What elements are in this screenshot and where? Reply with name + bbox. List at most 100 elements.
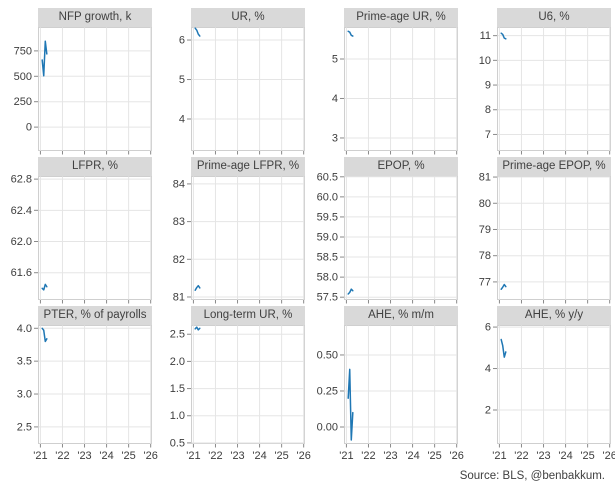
x-axis — [192, 300, 305, 304]
panel-title: EPOP, % — [344, 157, 458, 176]
x-tick-label: '23 — [536, 450, 550, 462]
chart-panel-prime-age-epop: Prime-age EPOP, % 77 78 79 80 81 — [460, 157, 613, 304]
data-line — [500, 283, 507, 290]
y-tick-label: 84 — [173, 178, 185, 190]
x-axis: '21 '22 '23 '24 '25 '26 — [186, 444, 311, 462]
y-axis: 2 4 6 — [485, 322, 497, 417]
y-tick-label: 60.0 — [317, 191, 338, 203]
x-axis — [345, 300, 458, 304]
y-tick-label: 4 — [332, 93, 338, 105]
y-tick-label: 8 — [485, 104, 491, 116]
y-axis: 0 250 500 750 — [14, 45, 38, 134]
y-tick-label: 1.5 — [170, 383, 185, 395]
y-tick-label: 82 — [173, 254, 185, 266]
y-tick-label: 0.25 — [317, 385, 338, 397]
chart-panel-ur: UR, % 4 5 6 — [154, 8, 307, 155]
data-line — [500, 338, 507, 358]
y-tick-label: 10 — [479, 55, 491, 67]
y-tick-label: 4 — [485, 363, 491, 375]
plot-area-border — [344, 27, 458, 151]
x-tick-label: '21 — [33, 450, 47, 462]
plot-area-border — [344, 176, 458, 300]
y-tick-label: 6 — [179, 35, 185, 47]
gridlines — [192, 325, 305, 444]
chart-panel-epop: EPOP, % 57.5 58.0 58.5 59.0 59.5 60.0 60.5 — [307, 157, 460, 304]
panel-plot: 77 78 79 80 81 — [479, 172, 611, 304]
y-tick-label: 5 — [332, 53, 338, 65]
y-tick-label: 2.5 — [170, 329, 185, 341]
plot-area-border — [191, 176, 305, 300]
x-axis — [192, 151, 305, 155]
panel-plot: 2.5 3.0 3.5 4.0 '21 '22 '23 '24 '25 '26 — [17, 323, 158, 462]
y-tick-label: 62.0 — [11, 236, 32, 248]
panel-plot: 2 4 6 '21 '22 '23 '24 '25 '26 — [485, 322, 615, 462]
y-tick-label: 9 — [485, 80, 491, 92]
x-tick-label: '21 — [186, 450, 200, 462]
y-tick-label: 80 — [479, 198, 491, 210]
x-tick-label: '25 — [121, 450, 135, 462]
x-tick-label: '21 — [339, 450, 353, 462]
x-tick-label: '25 — [580, 450, 594, 462]
x-tick-label: '24 — [405, 450, 419, 462]
panel-plot: 0 250 500 750 — [14, 27, 152, 155]
panel-title: LFPR, % — [38, 157, 152, 176]
panel-plot: 61.6 62.0 62.4 62.8 — [11, 174, 152, 304]
source-note: Source: BLS, @benbakkum. — [459, 470, 605, 482]
x-tick-label: '26 — [450, 450, 464, 462]
y-axis: 57.5 58.0 58.5 59.0 59.5 60.0 60.5 — [317, 171, 344, 304]
gridlines — [39, 325, 152, 444]
x-tick-label: '22 — [208, 450, 222, 462]
plot-area-border — [191, 325, 305, 444]
y-tick-label: 0.50 — [317, 349, 338, 361]
y-tick-label: 3.5 — [17, 356, 32, 368]
panel-plot: 4 5 6 — [179, 27, 305, 155]
data-line — [194, 27, 201, 37]
chart-panel-ahe-y-y: AHE, % y/y 2 4 6 '21 '22 '23 '24 '25 '26 — [460, 306, 615, 466]
gridlines — [192, 176, 305, 300]
y-tick-label: 62.4 — [11, 205, 32, 217]
y-axis: 2.5 3.0 3.5 4.0 — [17, 323, 38, 433]
y-axis: 81 82 83 84 — [173, 178, 191, 303]
data-line — [41, 283, 48, 291]
y-tick-label: 61.6 — [11, 267, 32, 279]
plot-area-border — [497, 27, 611, 151]
panel-plot: 0.5 1.0 1.5 2.0 2.5 '21 '22 '23 '24 '25 '26 — [170, 325, 311, 462]
data-line — [41, 40, 48, 77]
y-tick-label: 750 — [14, 45, 32, 57]
x-tick-label: '24 — [252, 450, 266, 462]
gridlines — [498, 176, 611, 300]
x-axis: '21 '22 '23 '24 '25 '26 — [33, 444, 158, 462]
y-tick-label: 5 — [179, 74, 185, 86]
y-axis: 3 4 5 — [332, 53, 344, 144]
y-tick-label: 79 — [479, 224, 491, 236]
x-tick-label: '23 — [230, 450, 244, 462]
chart-panel-u6: U6, % 7 8 9 10 11 — [460, 8, 613, 155]
plot-area-border — [38, 325, 152, 444]
y-axis: 0.5 1.0 1.5 2.0 2.5 — [170, 329, 191, 449]
y-axis: 77 78 79 80 81 — [479, 172, 497, 288]
panel-title: NFP growth, k — [38, 8, 152, 27]
panel-title: AHE, % y/y — [497, 306, 611, 325]
chart-panel-pter-of-payrolls: PTER, % of payrolls 2.5 3.0 3.5 4.0 '21 '22 '23… — [1, 306, 158, 466]
panel-title: Prime-age UR, % — [344, 8, 458, 27]
gridlines — [345, 325, 458, 444]
plot-area-border — [38, 27, 152, 151]
y-axis: 7 8 9 10 11 — [479, 30, 497, 141]
panel-title: AHE, % m/m — [344, 306, 458, 325]
gridlines — [39, 27, 152, 151]
x-tick-label: '25 — [274, 450, 288, 462]
y-axis: 4 5 6 — [179, 35, 191, 126]
x-axis — [39, 300, 152, 304]
chart-panel-nfp-growth-k: NFP growth, k 0 250 500 750 — [1, 8, 154, 155]
y-tick-label: 7 — [485, 129, 491, 141]
x-tick-label: '23 — [383, 450, 397, 462]
panel-plot: 3 4 5 — [332, 27, 458, 155]
y-tick-label: 6 — [485, 322, 491, 334]
y-tick-label: 81 — [173, 291, 185, 303]
gridlines — [498, 27, 611, 151]
y-tick-label: 500 — [14, 71, 32, 83]
x-tick-label: '26 — [297, 450, 311, 462]
x-tick-label: '26 — [603, 450, 615, 462]
gridlines — [39, 176, 152, 300]
y-tick-label: 60.5 — [317, 171, 338, 183]
